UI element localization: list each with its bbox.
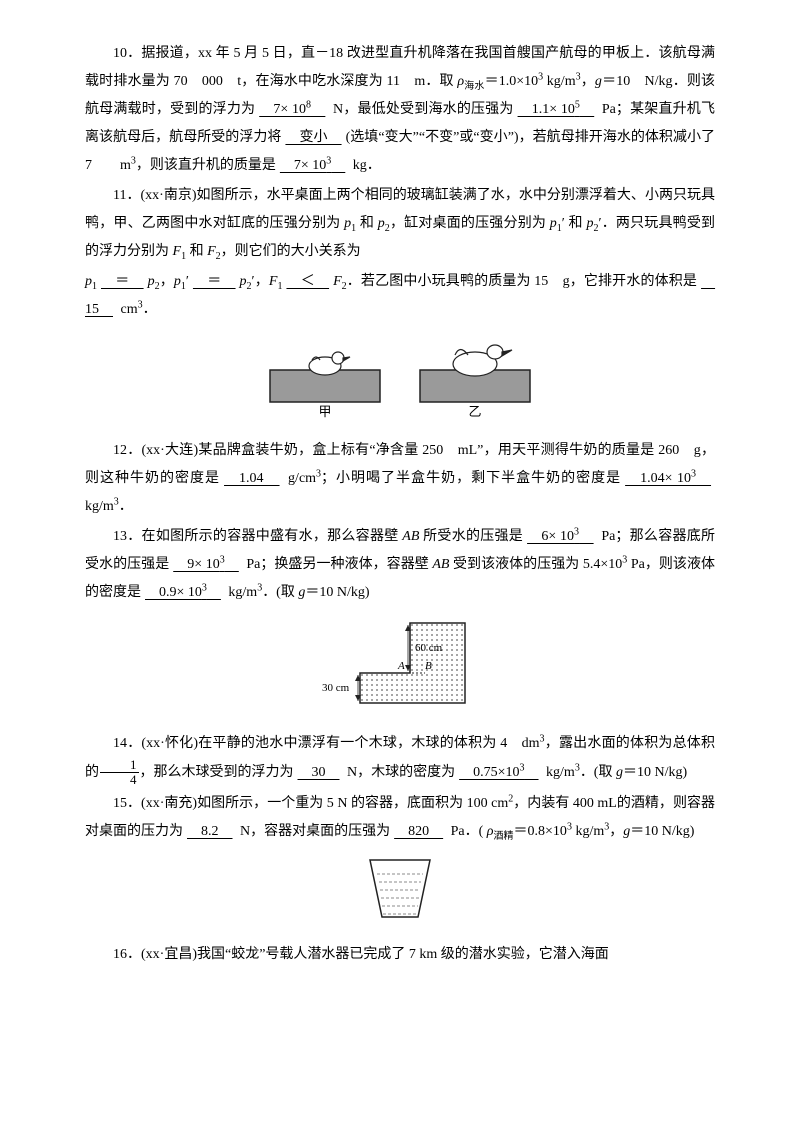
q10-b: kg/m [543,74,575,89]
q11-ans-lt: ＜ [282,274,333,289]
rho-val: ＝1.0×10 [485,74,539,89]
cup-figure-svg [355,852,445,924]
q11-ans-eq1: ＝ [97,274,148,289]
q11-ans-eq2: ＝ [189,274,240,289]
label-B: B [425,660,432,672]
question-16: 16．(xx·宜昌)我国“蛟龙”号载人潜水器已完成了 7 km 级的潜水实验，它… [85,941,715,969]
rho-sub: 海水 [464,81,484,92]
q15-ans-F: 8.2 [183,824,237,839]
unit-N: N，最低处受到海水的压强为 [329,102,513,117]
question-13: 13．在如图所示的容器中盛有水，那么容器壁 AB 所受水的压强是 6× 103 … [85,523,715,607]
label-A: A [397,660,405,672]
figure-q11: 甲 乙 [85,330,715,431]
question-11-line2: p1 ＝ p2，p1′ ＝ p2′，F1 ＜ F2．若乙图中小玩具鸭的质量为 1… [85,268,715,324]
q10-ans-fuli: 7× 108 [255,102,329,117]
container-figure-svg: 60 cm 30 cm A B [310,613,490,713]
figure-q15 [85,852,715,935]
fraction-1-4: 14 [100,758,139,788]
q12-ans-rho1: 1.04 [220,471,284,486]
g-sym: g [595,74,602,89]
question-12: 12．(xx·大连)某品牌盒装牛奶，盒上标有“净含量 250 mL”，用天平测得… [85,437,715,521]
page: 10．据报道，xx 年 5 月 5 日，直－18 改进型直升机降落在我国首艘国产… [0,0,800,1132]
q10-ans-small: 变小 [281,130,345,145]
q13-ans-p2: 9× 103 [169,557,243,572]
ducks-figure-svg: 甲 乙 [250,330,550,420]
q10-e: ，则该直升机的质量是 [136,158,276,173]
q12-ans-rho2: 1.04× 103 [621,471,715,486]
q14-ans-rho: 0.75×103 [455,765,542,780]
unit-kg: kg． [349,158,381,173]
question-11: 11．(xx·南京)如图所示，水平桌面上两个相同的玻璃缸装满了水，水中分别漂浮着… [85,182,715,266]
q14-ans-F: 30 [294,765,344,780]
figure-q13: 60 cm 30 cm A B [85,613,715,724]
question-14: 14．(xx·怀化)在平静的池水中漂浮有一个木球，木球的体积为 4 dm3，露出… [85,730,715,788]
label-yi: 乙 [468,404,481,419]
label-60cm: 60 cm [415,642,443,654]
q13-ans-p1: 6× 103 [523,529,598,544]
label-jia: 甲 [318,404,331,419]
label-30cm: 30 cm [322,682,350,694]
question-10: 10．据报道，xx 年 5 月 5 日，直－18 改进型直升机降落在我国首艘国产… [85,40,715,180]
q13-ans-rho: 0.9× 103 [141,585,225,600]
q10-ans-mass: 7× 103 [276,158,349,173]
question-15: 15．(xx·南充)如图所示，一个重为 5 N 的容器，底面积为 100 cm2… [85,790,715,846]
q10-ans-p: 1.1× 105 [514,102,599,117]
q10-c: ， [581,74,595,89]
q15-ans-p: 820 [390,824,447,839]
